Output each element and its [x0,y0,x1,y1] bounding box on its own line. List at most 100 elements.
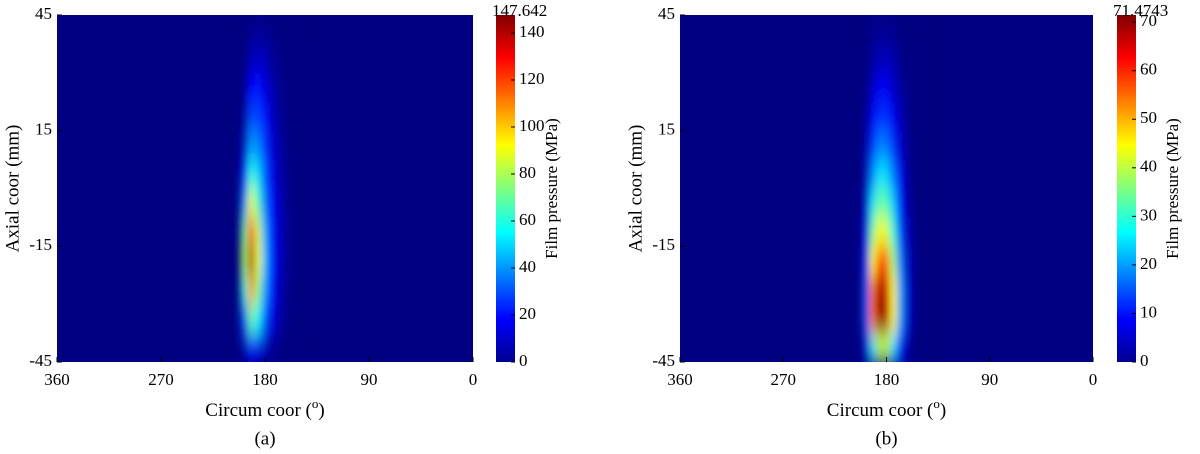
heat-cell [883,72,891,103]
heat-cell [261,130,269,161]
heat-cell [924,101,932,132]
heat-cell [261,304,269,334]
x-axis-label: Circum coor (o) [827,396,946,421]
heat-cell [896,246,905,276]
heat-cell [282,15,290,45]
heat-cell [289,130,297,161]
y-tick-label: -45 [29,351,52,370]
heat-cell [240,43,249,74]
heat-cell [869,101,877,132]
heat-cell [296,246,304,276]
y-tick-label: 15 [35,120,52,139]
heat-cell [303,43,311,74]
heat-cell [268,130,276,161]
heat-cell [883,43,891,74]
colorbar-tick-label: 20 [519,304,536,323]
heat-cell [296,275,304,305]
heat-cell [254,101,263,132]
heat-cell [261,333,269,362]
heat-cell [275,333,283,362]
caption: (b) [875,428,897,449]
heat-cell [896,130,905,161]
heat-cell [876,217,884,247]
heat-cell [268,304,276,334]
heat-cell [247,304,256,334]
heat-cell [282,217,290,247]
cells [862,15,932,362]
heat-cell [282,333,290,362]
heat-cell [282,72,290,103]
heat-cell [268,188,276,218]
y-tick-label: 45 [35,4,52,23]
heat-cell [924,72,932,103]
heat-cell [910,217,918,247]
x-tick-label: 270 [771,370,797,389]
heat-cell [862,159,870,189]
heat-cell [876,188,884,218]
heat-cell [275,217,283,247]
heat-cell [896,333,905,362]
heat-cell [924,43,932,74]
heat-cell [240,217,249,247]
heat-cell [240,188,249,218]
heat-cell [876,333,884,362]
heat-cell [876,275,884,305]
heat-cell [254,275,263,305]
colorbar-tick-label: 30 [1140,205,1157,224]
heat-cell [275,101,283,132]
x-axis-label-part: ) [318,400,324,421]
heat-cell [903,101,912,132]
colorbar-tick-label: 60 [519,210,536,229]
heat-cell [254,43,263,74]
heat-cell [876,159,884,189]
heat-cell [296,217,304,247]
colorbar-tick-label: 10 [1140,302,1157,321]
heat-cell [275,275,283,305]
y-axis-label: Axial coor (mm) [2,125,23,253]
heat-cell [903,217,912,247]
heat-cell [247,217,256,247]
heat-cell [883,333,891,362]
heat-cell [303,101,311,132]
heat-cell [289,101,297,132]
heat-cell [917,333,925,362]
heat-cell [268,159,276,189]
heat-cell [896,72,905,103]
heat-cell [862,188,870,218]
heatmap: 360 270 180 90 0 -45 -15 15 45 Circum coor (o) Axi… [2,1,561,449]
heat-cell [261,217,269,247]
heat-cell [289,275,297,305]
heat-cell [910,72,918,103]
heat-cell [917,43,925,74]
heat-cell [889,101,898,132]
heat-cell [924,333,932,362]
heat-cell [889,333,898,362]
colorbar-tick-label: 0 [1140,351,1149,370]
heat-cell [296,101,304,132]
heat-cell [889,72,898,103]
heat-cell [247,43,256,74]
heat-cell [247,15,256,45]
heat-cell [247,275,256,305]
colorbar-tick-label: 50 [1140,108,1157,127]
heat-cell [883,304,891,334]
heat-cell [275,304,283,334]
heat-cell [896,304,905,334]
heat-cell [254,188,263,218]
heat-cell [910,246,918,276]
heat-cell [876,15,884,45]
heat-cell [896,15,905,45]
heat-cell [261,43,269,74]
heat-cell [924,246,932,276]
colorbar-max-label: 71.4743 [1113,1,1168,20]
heat-cell [889,217,898,247]
heat-cell [896,101,905,132]
heat-cell [268,246,276,276]
x-tick-label: 0 [1089,370,1098,389]
heat-cell [247,333,256,362]
heat-cell [261,72,269,103]
heat-cell [282,101,290,132]
heat-cell [303,15,311,45]
heat-cell [261,275,269,305]
heat-cell [896,188,905,218]
